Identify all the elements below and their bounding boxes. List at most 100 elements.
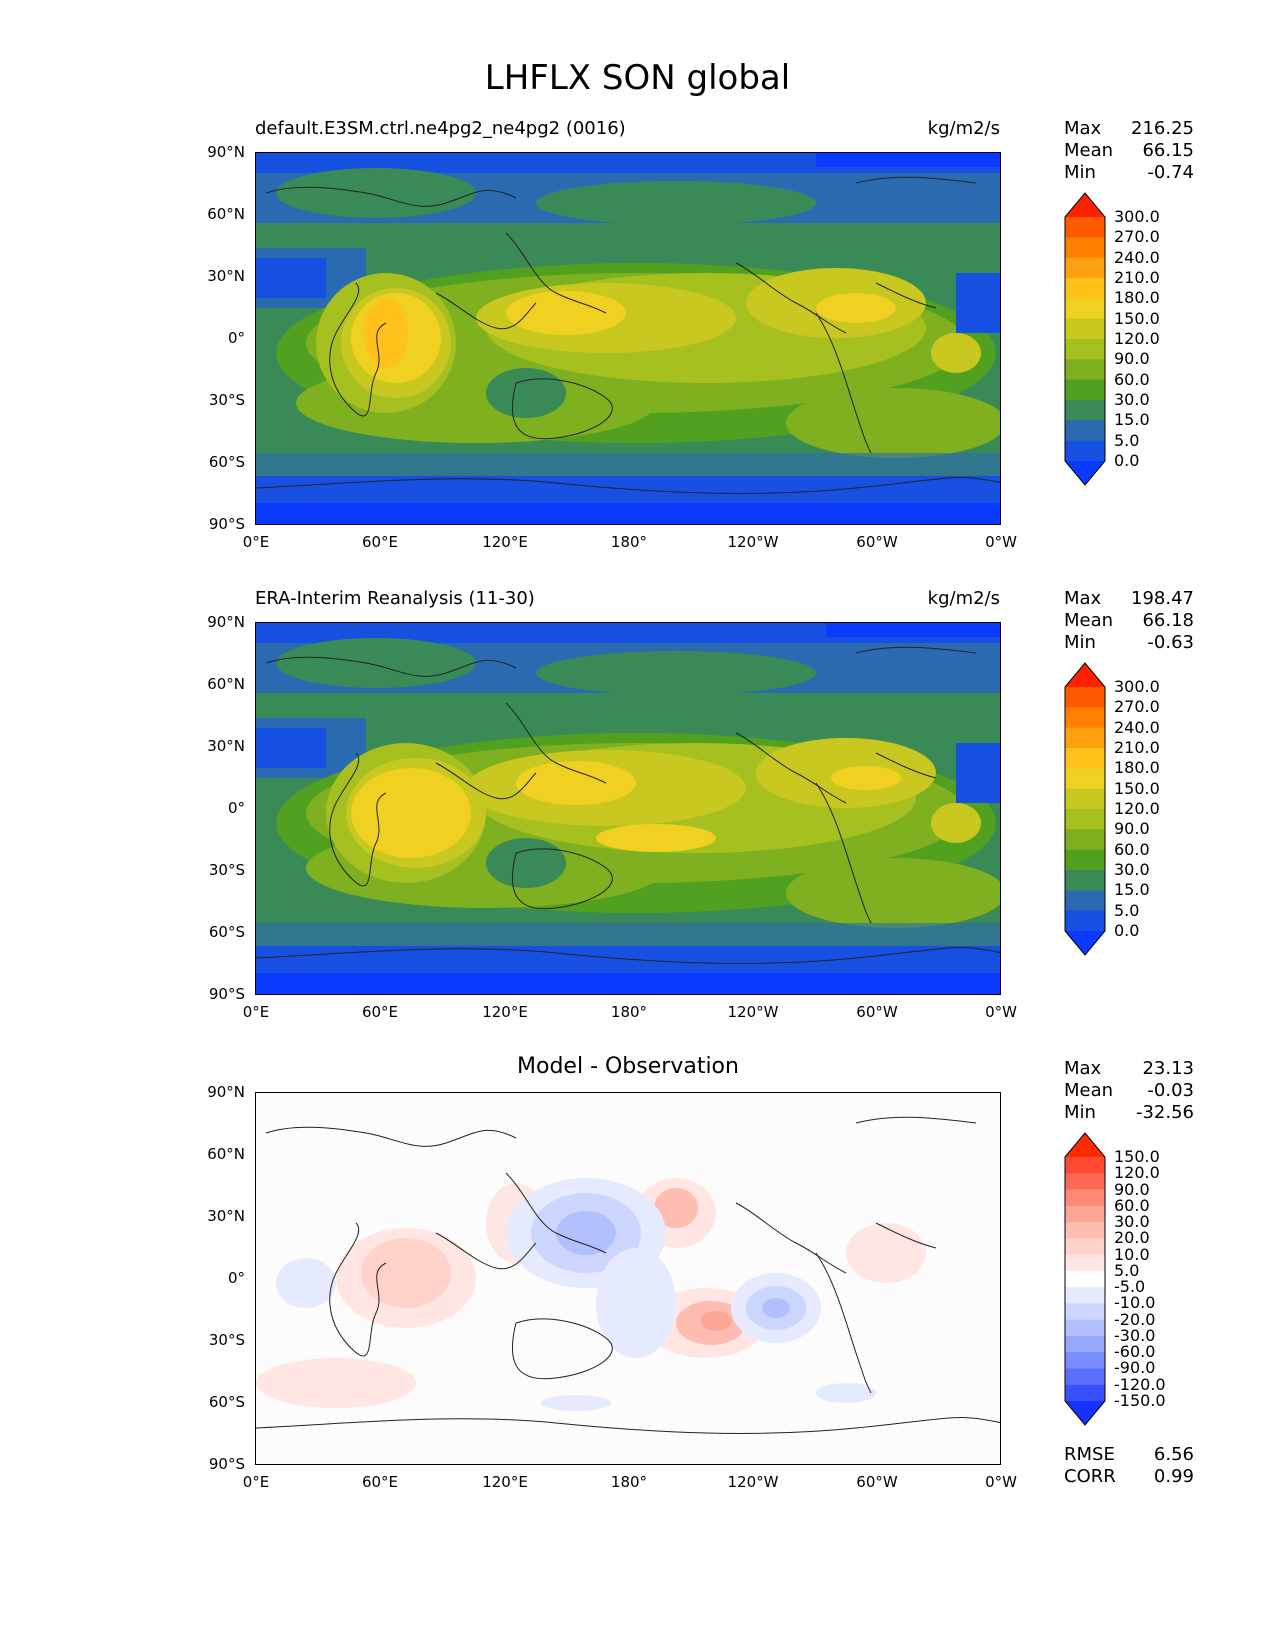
colorbar-segment	[1065, 687, 1105, 708]
colorbar-tick-label: 30.0	[1114, 390, 1150, 409]
colorbar-segment	[1065, 1157, 1105, 1174]
colorbar-tick-label: -90.0	[1114, 1358, 1156, 1378]
metric-label: CORR	[1064, 1466, 1116, 1487]
colorbar-segment	[1065, 298, 1105, 320]
lat-label: 0°	[227, 329, 245, 347]
colorbar-tick-label: 150.0	[1114, 308, 1160, 328]
colorbar-extend-min	[1065, 931, 1105, 955]
panel-title-left: default.E3SM.ctrl.ne4pg2_ne4pg2 (0016)	[255, 118, 626, 139]
colorbar-segment	[1065, 1319, 1105, 1337]
lat-label: 60°N	[207, 205, 245, 223]
lat-label: 30°N	[207, 267, 245, 285]
colorbar-tick-label: 90.0	[1114, 819, 1150, 839]
lon-label: 60°E	[361, 1003, 399, 1021]
lon-label: 60°W	[856, 533, 898, 551]
lat-label: 90°N	[207, 1083, 245, 1101]
colorbar-segment	[1065, 440, 1105, 462]
colorbar-tick-label: -30.0	[1114, 1325, 1156, 1345]
lat-label: 60°N	[207, 675, 245, 693]
stat-label: Max	[1064, 588, 1102, 609]
colorbar-segment	[1065, 359, 1105, 381]
lon-label: 60°E	[361, 1473, 399, 1491]
colorbar-segment	[1065, 1205, 1105, 1223]
colorbar-tick-label: 90.0	[1114, 1179, 1150, 1199]
colorbar-extend-max	[1065, 663, 1105, 687]
stat-label: Mean	[1064, 1080, 1114, 1101]
panel-units: kg/m2/s	[927, 118, 1000, 139]
lat-label: 90°N	[207, 143, 245, 161]
lon-label: 0°W	[985, 533, 1017, 551]
colorbar-segment	[1065, 237, 1105, 259]
colorbar-extend-min	[1065, 461, 1105, 485]
colorbar-tick-label: 60.0	[1114, 369, 1150, 389]
stat-label: Min	[1064, 632, 1096, 653]
colorbar-segment	[1065, 1287, 1105, 1304]
panel-title-center: Model - Observation	[517, 1054, 739, 1079]
colorbar-tick-label: 15.0	[1114, 880, 1150, 900]
colorbar-segment	[1065, 748, 1105, 769]
colorbar-tick-label: 5.0	[1114, 1260, 1140, 1280]
colorbar-segment	[1065, 910, 1105, 932]
colorbar-segment	[1065, 1368, 1105, 1386]
stat-value: 216.25	[1131, 118, 1194, 139]
colorbar-extend-max	[1065, 193, 1105, 217]
stat-label: Max	[1064, 1058, 1102, 1079]
colorbar-segment	[1065, 257, 1105, 279]
panel-title-left: ERA-Interim Reanalysis (11-30)	[255, 588, 535, 609]
colorbar-segment	[1065, 1254, 1105, 1272]
colorbar-tick-label: 120.0	[1114, 329, 1160, 348]
lon-label: 180°	[610, 533, 648, 551]
colorbar-outline	[1064, 192, 1106, 486]
lat-label: 30°N	[207, 737, 245, 755]
colorbar-tick-label: -60.0	[1114, 1342, 1156, 1362]
colorbar-tick-label: 15.0	[1114, 410, 1150, 430]
colorbar-tick-label: 240.0	[1114, 247, 1160, 267]
colorbar-tick-label: 90.0	[1114, 349, 1150, 369]
colorbar-tick-label: 210.0	[1114, 738, 1160, 757]
colorbar-segment	[1065, 1189, 1105, 1207]
colorbar-segment	[1065, 1173, 1105, 1191]
colorbar-tick-label: 20.0	[1114, 1228, 1150, 1248]
colorbar-segment	[1065, 1270, 1105, 1288]
lon-label: 60°W	[856, 1473, 898, 1491]
lat-label: 90°S	[208, 1455, 245, 1473]
colorbar-tick-label: -10.0	[1114, 1293, 1156, 1313]
lon-label: 120°W	[727, 533, 779, 551]
colorbar-segment	[1065, 727, 1105, 749]
colorbar-tick-label: 0.0	[1114, 451, 1140, 470]
stat-value: 198.47	[1131, 588, 1194, 609]
stat-value: -0.03	[1147, 1080, 1194, 1101]
stat-value: -32.56	[1135, 1102, 1194, 1123]
colorbar-tick-label: 5.0	[1114, 430, 1140, 450]
stat-label: Mean	[1064, 610, 1114, 631]
colorbar-segment	[1065, 318, 1105, 340]
colorbar-tick-label: 240.0	[1114, 717, 1160, 737]
lat-label: 30°S	[208, 391, 245, 409]
lat-label: 30°S	[208, 861, 245, 879]
colorbar-tick-label: 60.0	[1114, 1195, 1150, 1215]
map-observation	[255, 622, 1001, 995]
colorbar-tick-label: 60.0	[1114, 839, 1150, 859]
lon-label: 120°E	[482, 1003, 528, 1021]
lon-label: 60°E	[361, 533, 399, 551]
colorbar-segment	[1065, 1384, 1105, 1402]
colorbar-segment	[1065, 809, 1105, 830]
lat-label: 60°S	[208, 1393, 245, 1411]
stats-box: Max 216.25 Mean 66.15 Min -0.74	[1064, 118, 1194, 184]
colorbar-segment	[1065, 707, 1105, 729]
colorbar-tick-label: 5.0	[1114, 900, 1140, 920]
colorbar-tick-label: -120.0	[1114, 1374, 1166, 1394]
colorbar-segment	[1065, 1303, 1105, 1321]
map-difference	[255, 1092, 1001, 1465]
lat-label: 90°S	[208, 985, 245, 1003]
lon-label: 0°E	[242, 1473, 270, 1491]
lat-label: 30°S	[208, 1331, 245, 1349]
colorbar-tick-label: 0.0	[1114, 921, 1140, 940]
lat-label: 60°S	[208, 923, 245, 941]
lon-label: 60°W	[856, 1003, 898, 1021]
stats-box: Max 23.13 Mean -0.03 Min -32.56	[1064, 1058, 1194, 1124]
colorbar-segment	[1065, 379, 1105, 401]
colorbar-segment	[1065, 788, 1105, 810]
lat-label: 0°	[227, 1269, 245, 1287]
lat-label: 60°N	[207, 1145, 245, 1163]
